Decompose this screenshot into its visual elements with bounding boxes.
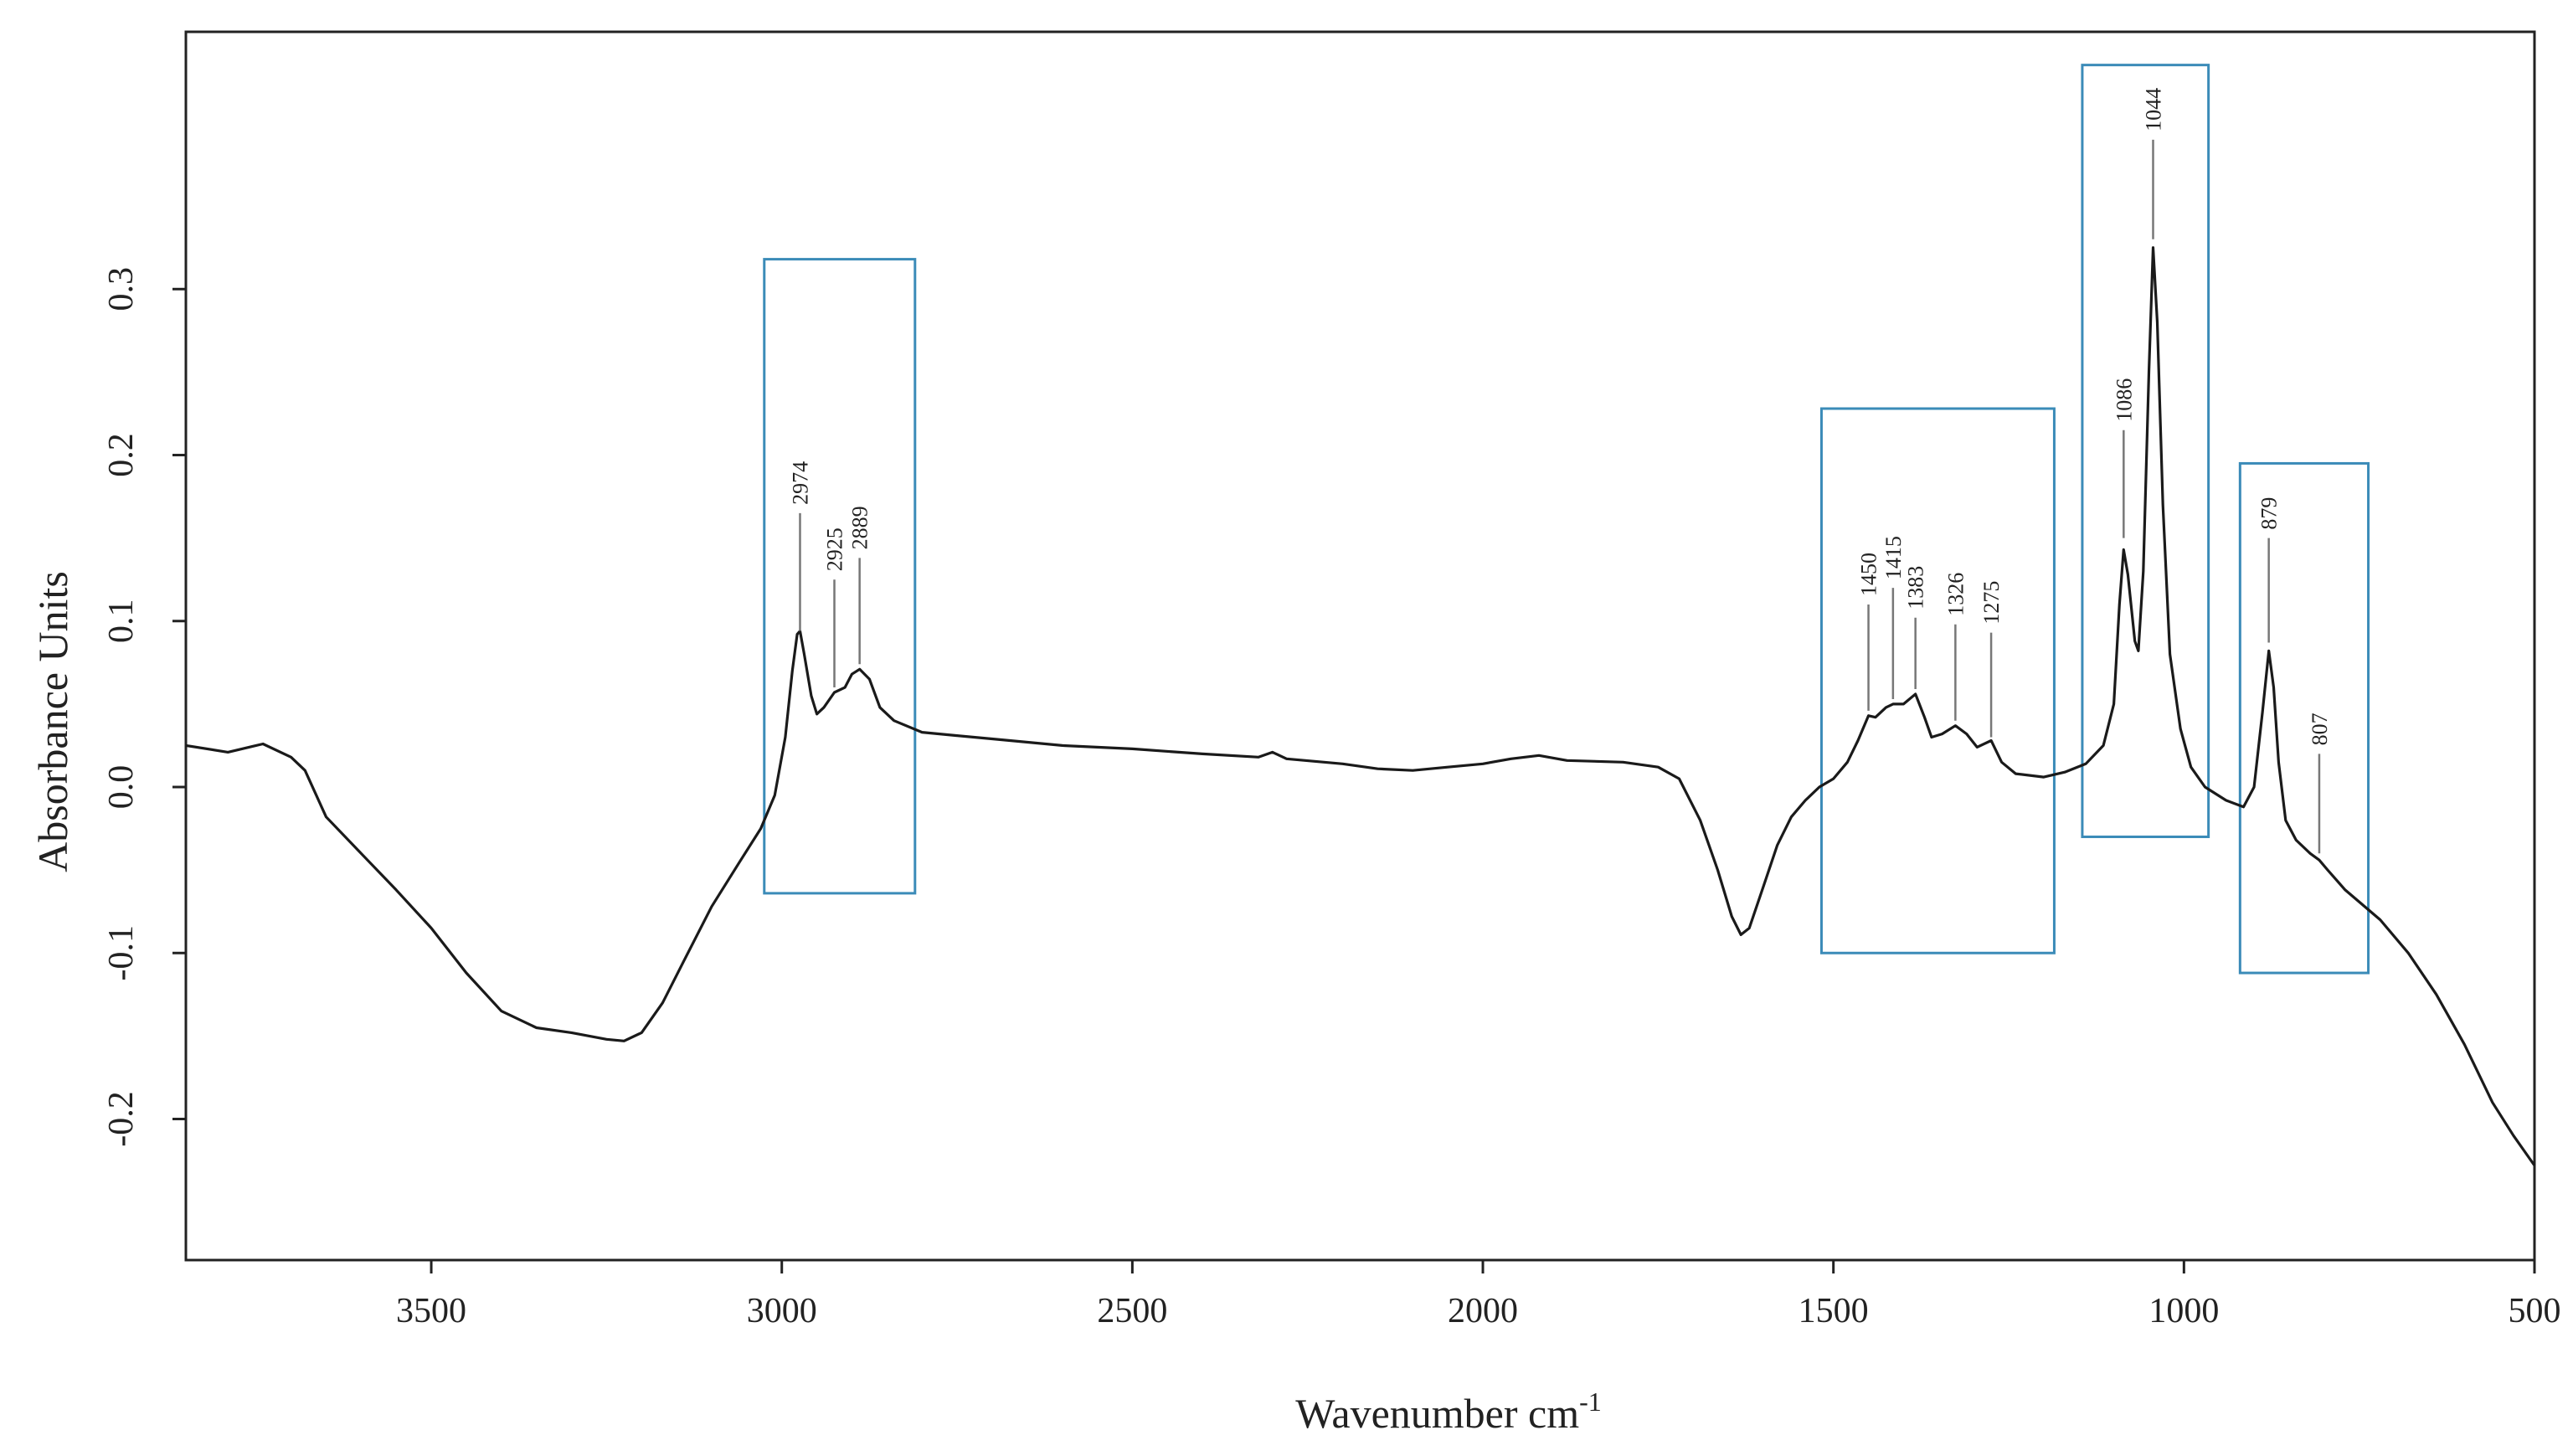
peak-label-1275: 1275 <box>1979 581 2004 625</box>
peak-label-1044: 1044 <box>2142 88 2166 131</box>
y-tick-label-0.3: 0.3 <box>102 267 141 311</box>
highlight-regions <box>763 64 2370 975</box>
peak-label-2925: 2925 <box>823 527 847 571</box>
peak-label-1415: 1415 <box>1881 536 1906 579</box>
x-axis: 3500 3000 2500 2000 1500 1000 500 <box>396 1260 2561 1330</box>
peak-label-807: 807 <box>2308 713 2332 745</box>
peak-label-1450: 1450 <box>1857 553 1881 596</box>
highlight-box-1 <box>763 258 917 895</box>
x-tick-label-1000: 1000 <box>2148 1292 2219 1330</box>
spectrum-line <box>185 246 2536 1166</box>
peak-label-1383: 1383 <box>1904 566 1928 610</box>
peak-label-2974: 2974 <box>788 461 812 505</box>
y-tick-label--0.2: -0.2 <box>102 1091 141 1147</box>
x-tick-label-2000: 2000 <box>1448 1292 1518 1330</box>
y-axis-title: Absorbance Units <box>29 571 76 872</box>
x-tick-label-2500: 2500 <box>1097 1292 1167 1330</box>
peak-label-879: 879 <box>2257 497 2282 530</box>
highlight-box-3 <box>2081 64 2210 838</box>
y-tick-label-0.1: 0.1 <box>102 599 141 644</box>
y-tick-label-0.2: 0.2 <box>102 433 141 477</box>
x-tick-label-3500: 3500 <box>396 1292 466 1330</box>
x-tick-label-1500: 1500 <box>1799 1292 1869 1330</box>
x-axis-title: Wavenumber cm-1 <box>1295 1387 1602 1437</box>
peak-label-1086: 1086 <box>2112 378 2136 422</box>
highlight-box-2 <box>1819 407 2056 954</box>
x-tick-label-3000: 3000 <box>747 1292 817 1330</box>
peak-label-2889: 2889 <box>848 506 872 549</box>
peak-label-1326: 1326 <box>1943 573 1968 616</box>
y-axis: -0.2 -0.1 0.0 0.1 0.2 0.3 <box>102 267 186 1147</box>
y-tick-label-0.0: 0.0 <box>102 765 141 810</box>
x-tick-label-500: 500 <box>2509 1292 2561 1330</box>
plot-frame <box>184 30 2536 1262</box>
y-tick-label--0.1: -0.1 <box>102 925 141 981</box>
highlight-box-4 <box>2238 461 2370 975</box>
